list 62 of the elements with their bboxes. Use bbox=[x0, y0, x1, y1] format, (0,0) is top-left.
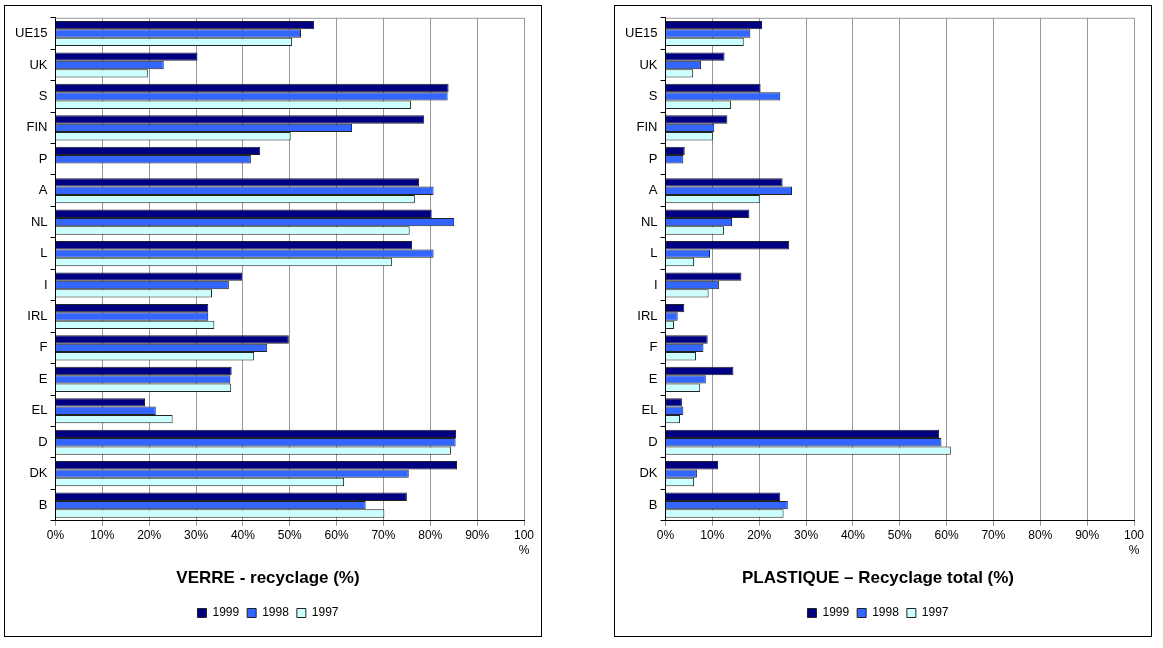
y-tick-label: F bbox=[39, 339, 48, 355]
y-tick-label: P bbox=[648, 150, 658, 166]
y-tick-label: UK bbox=[29, 56, 48, 72]
y-tick-label: DK bbox=[639, 465, 658, 481]
x-tick-label: 30% bbox=[184, 528, 209, 543]
x-tick-label: 0% bbox=[656, 528, 675, 543]
x-tick-label: 60% bbox=[934, 528, 959, 543]
x-tick-label: 90% bbox=[465, 528, 490, 543]
y-tick-label: EL bbox=[641, 402, 658, 418]
y-tick-label: S bbox=[648, 87, 658, 103]
y-tick-label: E bbox=[38, 370, 48, 386]
y-tick-label: A bbox=[648, 182, 658, 198]
y-tick-label: P bbox=[38, 150, 48, 166]
y-tick-label: B bbox=[38, 496, 48, 512]
x-tick-label: 10% bbox=[700, 528, 725, 543]
y-tick-label: D bbox=[38, 433, 48, 449]
legend-label: 1999 bbox=[212, 605, 240, 620]
x-tick-label: 70% bbox=[371, 528, 396, 543]
y-tick-label: IRL bbox=[27, 308, 48, 324]
legend-label: 1997 bbox=[921, 605, 949, 620]
x-tick-label: 100 % bbox=[1123, 528, 1145, 557]
y-tick-label: L bbox=[40, 245, 48, 261]
x-tick-label: 0% bbox=[46, 528, 65, 543]
y-tick-label: I bbox=[43, 276, 48, 292]
x-tick-label: 60% bbox=[324, 528, 349, 543]
y-tick-label: EL bbox=[31, 402, 48, 418]
x-tick-label: 100 % bbox=[513, 528, 535, 557]
y-tick-label: I bbox=[653, 276, 658, 292]
y-tick-label: UE15 bbox=[624, 25, 658, 41]
x-tick-label: 70% bbox=[981, 528, 1006, 543]
legend-label: 1998 bbox=[262, 605, 290, 620]
y-tick-label: FIN bbox=[636, 119, 658, 135]
x-tick-label: 80% bbox=[418, 528, 443, 543]
text: VERRE - recyclage (%) bbox=[176, 568, 360, 588]
x-tick-label: 90% bbox=[1075, 528, 1100, 543]
legend-label: 1999 bbox=[822, 605, 850, 620]
x-tick-label: 40% bbox=[230, 528, 256, 543]
x-tick-label: 40% bbox=[840, 528, 866, 543]
y-tick-label: NL bbox=[30, 213, 48, 229]
y-tick-label: B bbox=[648, 496, 658, 512]
text: PLASTIQUE – Recyclage total (%) bbox=[741, 568, 1015, 588]
x-tick-label: 20% bbox=[137, 528, 162, 543]
y-tick-label: NL bbox=[640, 213, 658, 229]
x-tick-label: 80% bbox=[1028, 528, 1053, 543]
y-tick-label: D bbox=[648, 433, 658, 449]
x-tick-label: 50% bbox=[887, 528, 913, 543]
x-tick-label: 10% bbox=[90, 528, 115, 543]
y-tick-label: E bbox=[648, 370, 658, 386]
y-tick-label: S bbox=[38, 87, 48, 103]
y-tick-label: FIN bbox=[26, 119, 48, 135]
y-tick-label: L bbox=[650, 245, 658, 261]
x-tick-label: 20% bbox=[747, 528, 772, 543]
y-tick-label: A bbox=[38, 182, 48, 198]
y-tick-label: UK bbox=[639, 56, 658, 72]
legend-label: 1997 bbox=[311, 605, 339, 620]
x-tick-label: 30% bbox=[794, 528, 819, 543]
x-tick-label: 50% bbox=[277, 528, 303, 543]
y-tick-label: F bbox=[649, 339, 658, 355]
legend-label: 1998 bbox=[872, 605, 900, 620]
y-tick-label: UE15 bbox=[14, 25, 48, 41]
y-tick-label: DK bbox=[29, 465, 48, 481]
y-tick-label: IRL bbox=[637, 308, 658, 324]
